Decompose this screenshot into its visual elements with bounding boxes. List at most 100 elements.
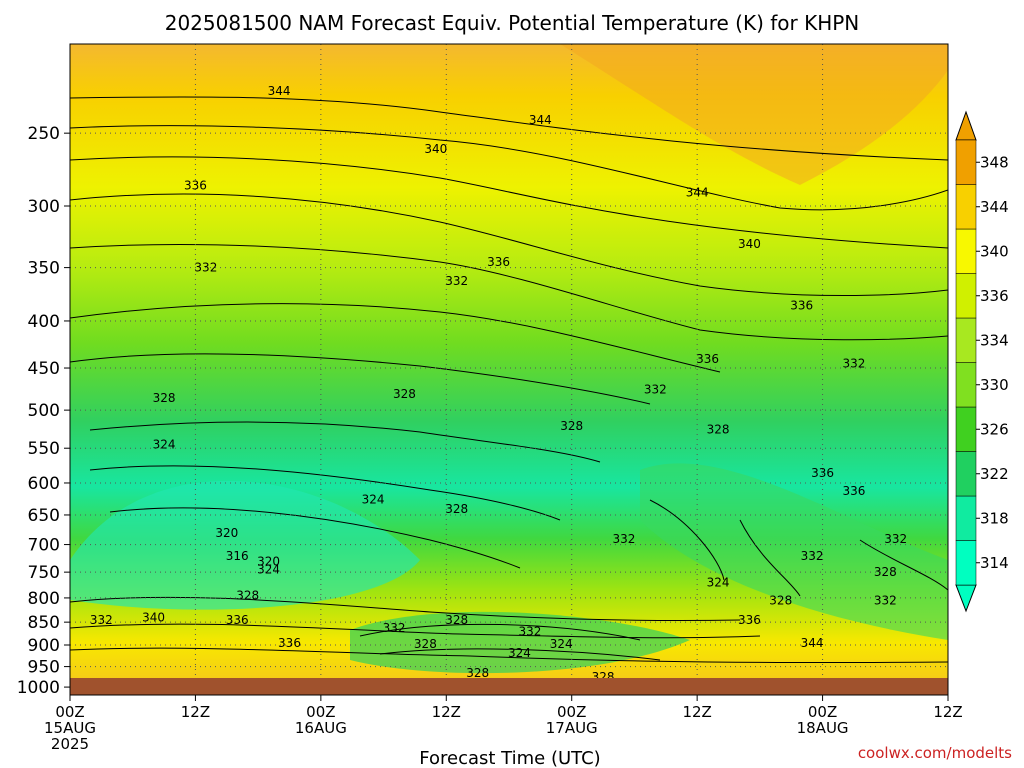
contour-label: 324	[362, 492, 385, 506]
y-tick-label: 550	[28, 439, 60, 459]
ground-below-surface	[70, 678, 948, 695]
colorbar-label: 326	[980, 420, 1009, 438]
contour-label: 336	[790, 299, 813, 313]
contour-label: 332	[518, 624, 541, 638]
colorbar-swatch	[955, 317, 977, 363]
x-tick-label: 00Z	[808, 703, 837, 721]
y-tick-label: 600	[28, 474, 60, 494]
colorbar-swatch	[955, 273, 977, 319]
contour-label: 332	[383, 621, 406, 635]
colorbar-label: 348	[980, 153, 1009, 171]
colorbar-max-arrow	[955, 110, 977, 141]
contour-label: 340	[142, 610, 165, 624]
y-tick-label: 300	[28, 197, 60, 217]
y-tick-label: 250	[28, 124, 60, 144]
contour-label: 324	[257, 562, 280, 576]
contour-label: 332	[874, 593, 897, 607]
contour-label: 328	[466, 666, 489, 680]
contour-label: 324	[153, 438, 176, 452]
contour-label: 332	[801, 549, 824, 563]
colorbar-label: 314	[980, 554, 1009, 572]
colorbar-label: 334	[980, 331, 1009, 349]
colorbar-label: 318	[980, 509, 1009, 527]
moist-pocket-left	[70, 480, 420, 610]
contour-label: 340	[424, 142, 447, 156]
contour-label: 328	[769, 593, 792, 607]
contour-label: 336	[696, 352, 719, 366]
contour-label: 328	[874, 565, 897, 579]
chart-title: 2025081500 NAM Forecast Equiv. Potential…	[165, 11, 860, 35]
x-tick-label: 12Z	[181, 703, 210, 721]
x-grid	[194, 44, 824, 695]
contour-label: 328	[236, 588, 259, 602]
contour-label: 332	[644, 383, 667, 397]
contour-label: 328	[153, 391, 176, 405]
y-tick-label: 500	[28, 401, 60, 421]
colorbar: 314 318 322 326 330 334 336 340 344 348	[955, 110, 1009, 613]
colorbar-min-arrow	[955, 584, 977, 613]
y-tick-label: 1000	[17, 678, 60, 698]
contour-label: 336	[226, 613, 249, 627]
x-tick-label: 16AUG	[295, 719, 347, 737]
colorbar-label: 336	[980, 287, 1009, 305]
colorbar-swatch	[955, 540, 977, 586]
contour-label: 320	[257, 554, 280, 568]
y-tick-label: 350	[28, 259, 60, 279]
contour-label: 328	[707, 423, 730, 437]
contour-labels: 344 340 344 336 344 340 336 332 332 336 336 332 332 3…	[90, 84, 907, 695]
contour-label: 328	[445, 502, 468, 516]
colorbar-label: 344	[980, 198, 1009, 216]
x-axis-label: Forecast Time (UTC)	[419, 748, 600, 768]
colorbar-label: 322	[980, 465, 1009, 483]
x-tick-label: 2025	[51, 735, 89, 753]
x-tick-label: 12Z	[933, 703, 962, 721]
contour-label: 316	[226, 549, 249, 563]
colorbar-label: 330	[980, 376, 1009, 394]
contour-label: 344	[268, 84, 291, 98]
moist-pocket-low	[350, 611, 690, 674]
y-axis: 250 300 350 400 450 500 550 600 650 700 750 800 850 9…	[17, 124, 70, 698]
contour-label: 328	[445, 613, 468, 627]
y-tick-label: 700	[28, 536, 60, 556]
contour-label: 332	[613, 532, 636, 546]
y-tick-label: 450	[28, 359, 60, 379]
contour-label: 324	[550, 637, 573, 651]
y-tick-label: 400	[28, 312, 60, 332]
x-tick-label: 17AUG	[546, 719, 598, 737]
y-tick-label: 850	[28, 613, 60, 633]
colorbar-swatch	[955, 406, 977, 452]
contour-label: 336	[487, 255, 510, 269]
colorbar-swatch	[955, 362, 977, 408]
colorbar-swatch	[955, 451, 977, 497]
contour-label: 336	[278, 636, 301, 650]
contour-label: 320	[215, 526, 238, 540]
contour-label: 332	[884, 532, 907, 546]
colorbar-label: 340	[980, 242, 1009, 260]
y-tick-label: 750	[28, 563, 60, 583]
colorbar-swatch	[955, 184, 977, 230]
x-tick-label: 12Z	[682, 703, 711, 721]
x-tick-label: 18AUG	[797, 719, 849, 737]
y-tick-label: 950	[28, 658, 60, 678]
contour-label: 324	[707, 576, 730, 590]
warm-pocket-top	[560, 44, 948, 185]
x-tick-label: 12Z	[432, 703, 461, 721]
contour-label: 332	[90, 613, 113, 627]
plot-frame	[69, 43, 949, 696]
colorbar-swatch	[955, 139, 977, 185]
contour-label: 336	[738, 613, 761, 627]
contour-label: 344	[529, 113, 552, 127]
contour-label: 344	[801, 636, 824, 650]
colorbar-swatch	[955, 495, 977, 541]
contour-label: 332	[194, 261, 217, 275]
contour-label: 328	[393, 387, 416, 401]
x-tick-label: 00Z	[55, 703, 84, 721]
credit-text: coolwx.com/modelts	[858, 744, 1012, 762]
y-tick-label: 900	[28, 636, 60, 656]
contour-label: 336	[184, 179, 207, 193]
x-tick-label: 00Z	[557, 703, 586, 721]
contour-label: 328	[560, 419, 583, 433]
contour-label: 336	[811, 466, 834, 480]
